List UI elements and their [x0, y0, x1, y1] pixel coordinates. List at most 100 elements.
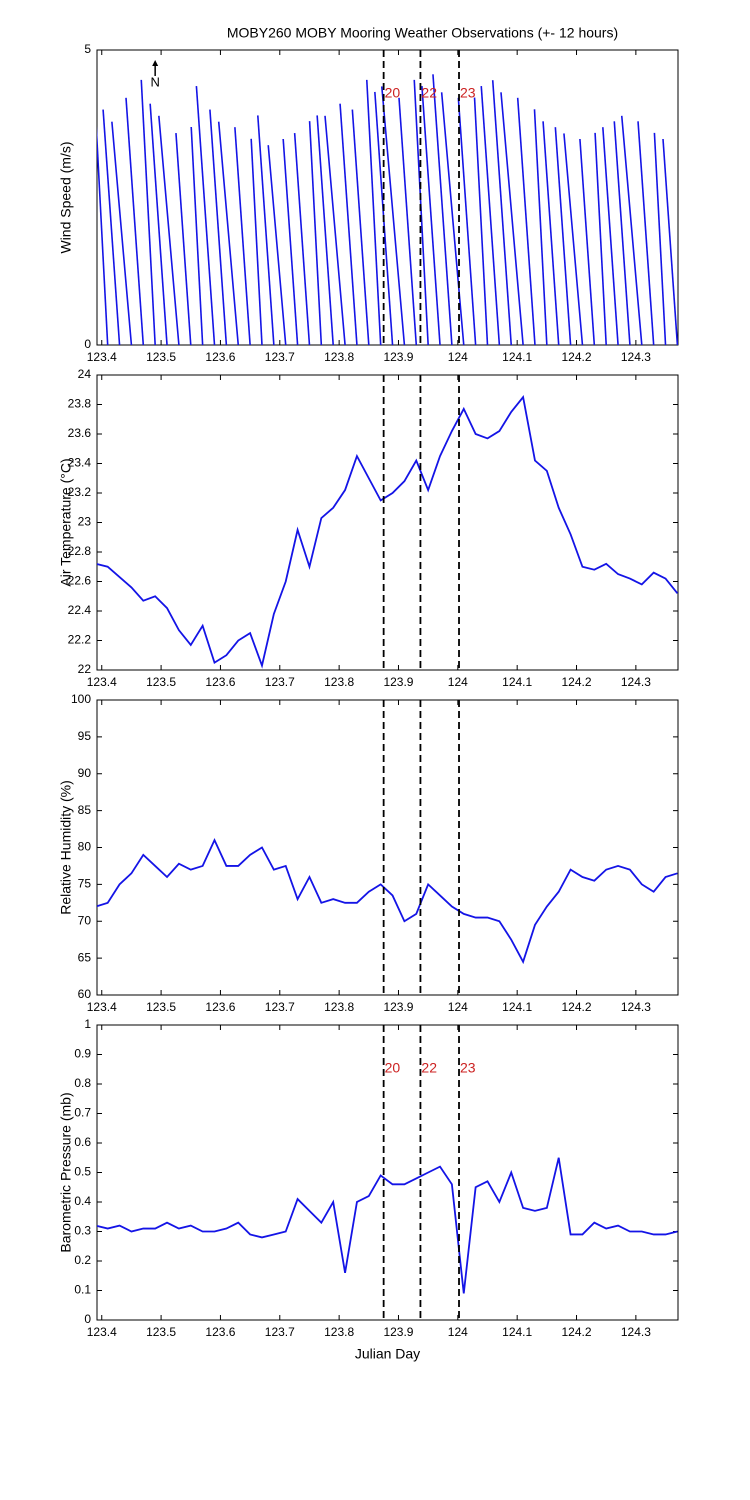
- wind-stick: [175, 133, 192, 345]
- wind-stick: [209, 109, 228, 345]
- y-tick-label: 60: [78, 987, 92, 1001]
- data-line: [97, 395, 678, 669]
- data-layer: [97, 837, 678, 965]
- x-tick-label: 123.4: [87, 350, 117, 364]
- wind-stick: [111, 121, 133, 345]
- wind-stick: [282, 138, 299, 345]
- x-tick-label: 123.5: [146, 1325, 176, 1339]
- panel: Relative Humidity (%) 123.4 123.5 123.6 123.…: [58, 692, 679, 1014]
- y-tick-label: 24: [78, 367, 92, 381]
- x-tick-label: 123.8: [324, 350, 354, 364]
- wind-stick: [398, 97, 418, 345]
- wind-stick: [308, 121, 323, 345]
- y-tick-label: 23.2: [68, 485, 92, 499]
- wind-stick: [140, 79, 156, 345]
- x-tick-label: 123.6: [205, 1000, 235, 1014]
- y-tick-label: 22.2: [68, 633, 92, 647]
- y-tick-label: 23.4: [68, 456, 92, 470]
- wind-stick: [339, 103, 358, 345]
- wind-stick: [351, 109, 370, 345]
- x-tick-label: 123.5: [146, 350, 176, 364]
- plot-frame: [96, 699, 679, 996]
- wind-stick: [637, 121, 655, 345]
- plot-frame: [96, 1024, 679, 1321]
- x-tick-label: 124.2: [562, 1325, 592, 1339]
- wind-stick: [195, 85, 216, 345]
- y-axis-label: Barometric Pressure (mb): [58, 1092, 74, 1252]
- y-tick-label: 23.8: [68, 397, 92, 411]
- y-tick-label: 22.8: [68, 544, 92, 558]
- x-tick-label: 124.2: [562, 675, 592, 689]
- wind-stick: [158, 115, 180, 345]
- event-label: 23: [460, 85, 476, 101]
- wind-stick: [594, 132, 607, 345]
- y-tick-label: 0: [84, 1312, 91, 1326]
- x-tick-label: 123.9: [383, 1325, 413, 1339]
- wind-stick: [516, 97, 536, 345]
- wind-stick: [473, 97, 489, 345]
- x-tick-label: 124.2: [562, 1000, 592, 1014]
- x-tick-label: 123.8: [324, 1325, 354, 1339]
- north-arrow-head: [152, 60, 159, 66]
- wind-stick: [480, 85, 501, 345]
- wind-stick: [267, 145, 287, 345]
- y-axis-label: Relative Humidity (%): [58, 780, 74, 915]
- x-tick-label: 124.3: [621, 1325, 651, 1339]
- wind-stick: [554, 127, 572, 345]
- x-tick-label: 124.1: [502, 675, 532, 689]
- y-tick-label: 65: [78, 950, 92, 964]
- x-tick-label: 123.6: [205, 675, 235, 689]
- wind-stick: [457, 97, 477, 345]
- x-tick-label: 124: [448, 675, 468, 689]
- wind-stick: [579, 138, 596, 345]
- data-line: [97, 1157, 678, 1294]
- wind-stick: [365, 79, 382, 345]
- wind-stick: [432, 74, 453, 345]
- x-tick-label: 123.4: [87, 1000, 117, 1014]
- wind-stick: [293, 133, 311, 345]
- y-tick-label: 23.6: [68, 426, 92, 440]
- x-tick-label: 123.6: [205, 350, 235, 364]
- y-tick-label: 70: [78, 913, 92, 927]
- panel: MOBY260 MOBY Mooring Weather Observation…: [58, 25, 679, 364]
- wind-stick: [125, 97, 145, 345]
- wind-stick: [250, 138, 263, 345]
- x-tick-label: 123.5: [146, 675, 176, 689]
- wind-stick: [500, 92, 524, 345]
- wind-stick: [149, 103, 168, 345]
- y-tick-label: 23: [78, 515, 92, 529]
- wind-stick: [217, 121, 240, 345]
- x-tick-label: 124: [448, 1000, 468, 1014]
- x-tick-label: 123.7: [265, 350, 295, 364]
- x-tick-label: 123.6: [205, 1325, 235, 1339]
- wind-stick: [653, 132, 667, 345]
- x-tick-label: 123.7: [265, 675, 295, 689]
- y-tick-label: 90: [78, 766, 92, 780]
- event-label: 20: [385, 85, 401, 101]
- y-tick-label: 22.4: [68, 603, 92, 617]
- y-tick-label: 80: [78, 840, 92, 854]
- wind-stick: [78, 92, 96, 345]
- data-layer: [97, 395, 678, 669]
- data-layer: [97, 1157, 678, 1294]
- panel: Air Temperature (°C) 123.4 123.5 123.6 123.7…: [58, 367, 679, 689]
- north-label: N: [150, 74, 159, 89]
- y-tick-label: 22.6: [68, 574, 92, 588]
- x-tick-label: 123.8: [324, 675, 354, 689]
- x-tick-label: 124.3: [621, 1000, 651, 1014]
- event-label: 22: [421, 85, 437, 101]
- chart-title: MOBY260 MOBY Mooring Weather Observation…: [227, 25, 618, 41]
- x-tick-label: 123.7: [265, 1000, 295, 1014]
- wind-stick: [97, 125, 109, 345]
- x-tick-label: 123.5: [146, 1000, 176, 1014]
- x-tick-label: 123.9: [383, 1000, 413, 1014]
- x-tick-label: 123.4: [87, 1325, 117, 1339]
- y-tick-label: 0.3: [74, 1224, 91, 1238]
- x-tick-label: 123.9: [383, 675, 413, 689]
- y-tick-label: 22: [78, 662, 92, 676]
- wind-stick: [102, 109, 121, 345]
- y-tick-label: 1: [84, 1017, 91, 1031]
- wind-stick: [440, 92, 465, 345]
- wind-stick: [380, 86, 406, 345]
- y-tick-label: 0.2: [74, 1253, 91, 1267]
